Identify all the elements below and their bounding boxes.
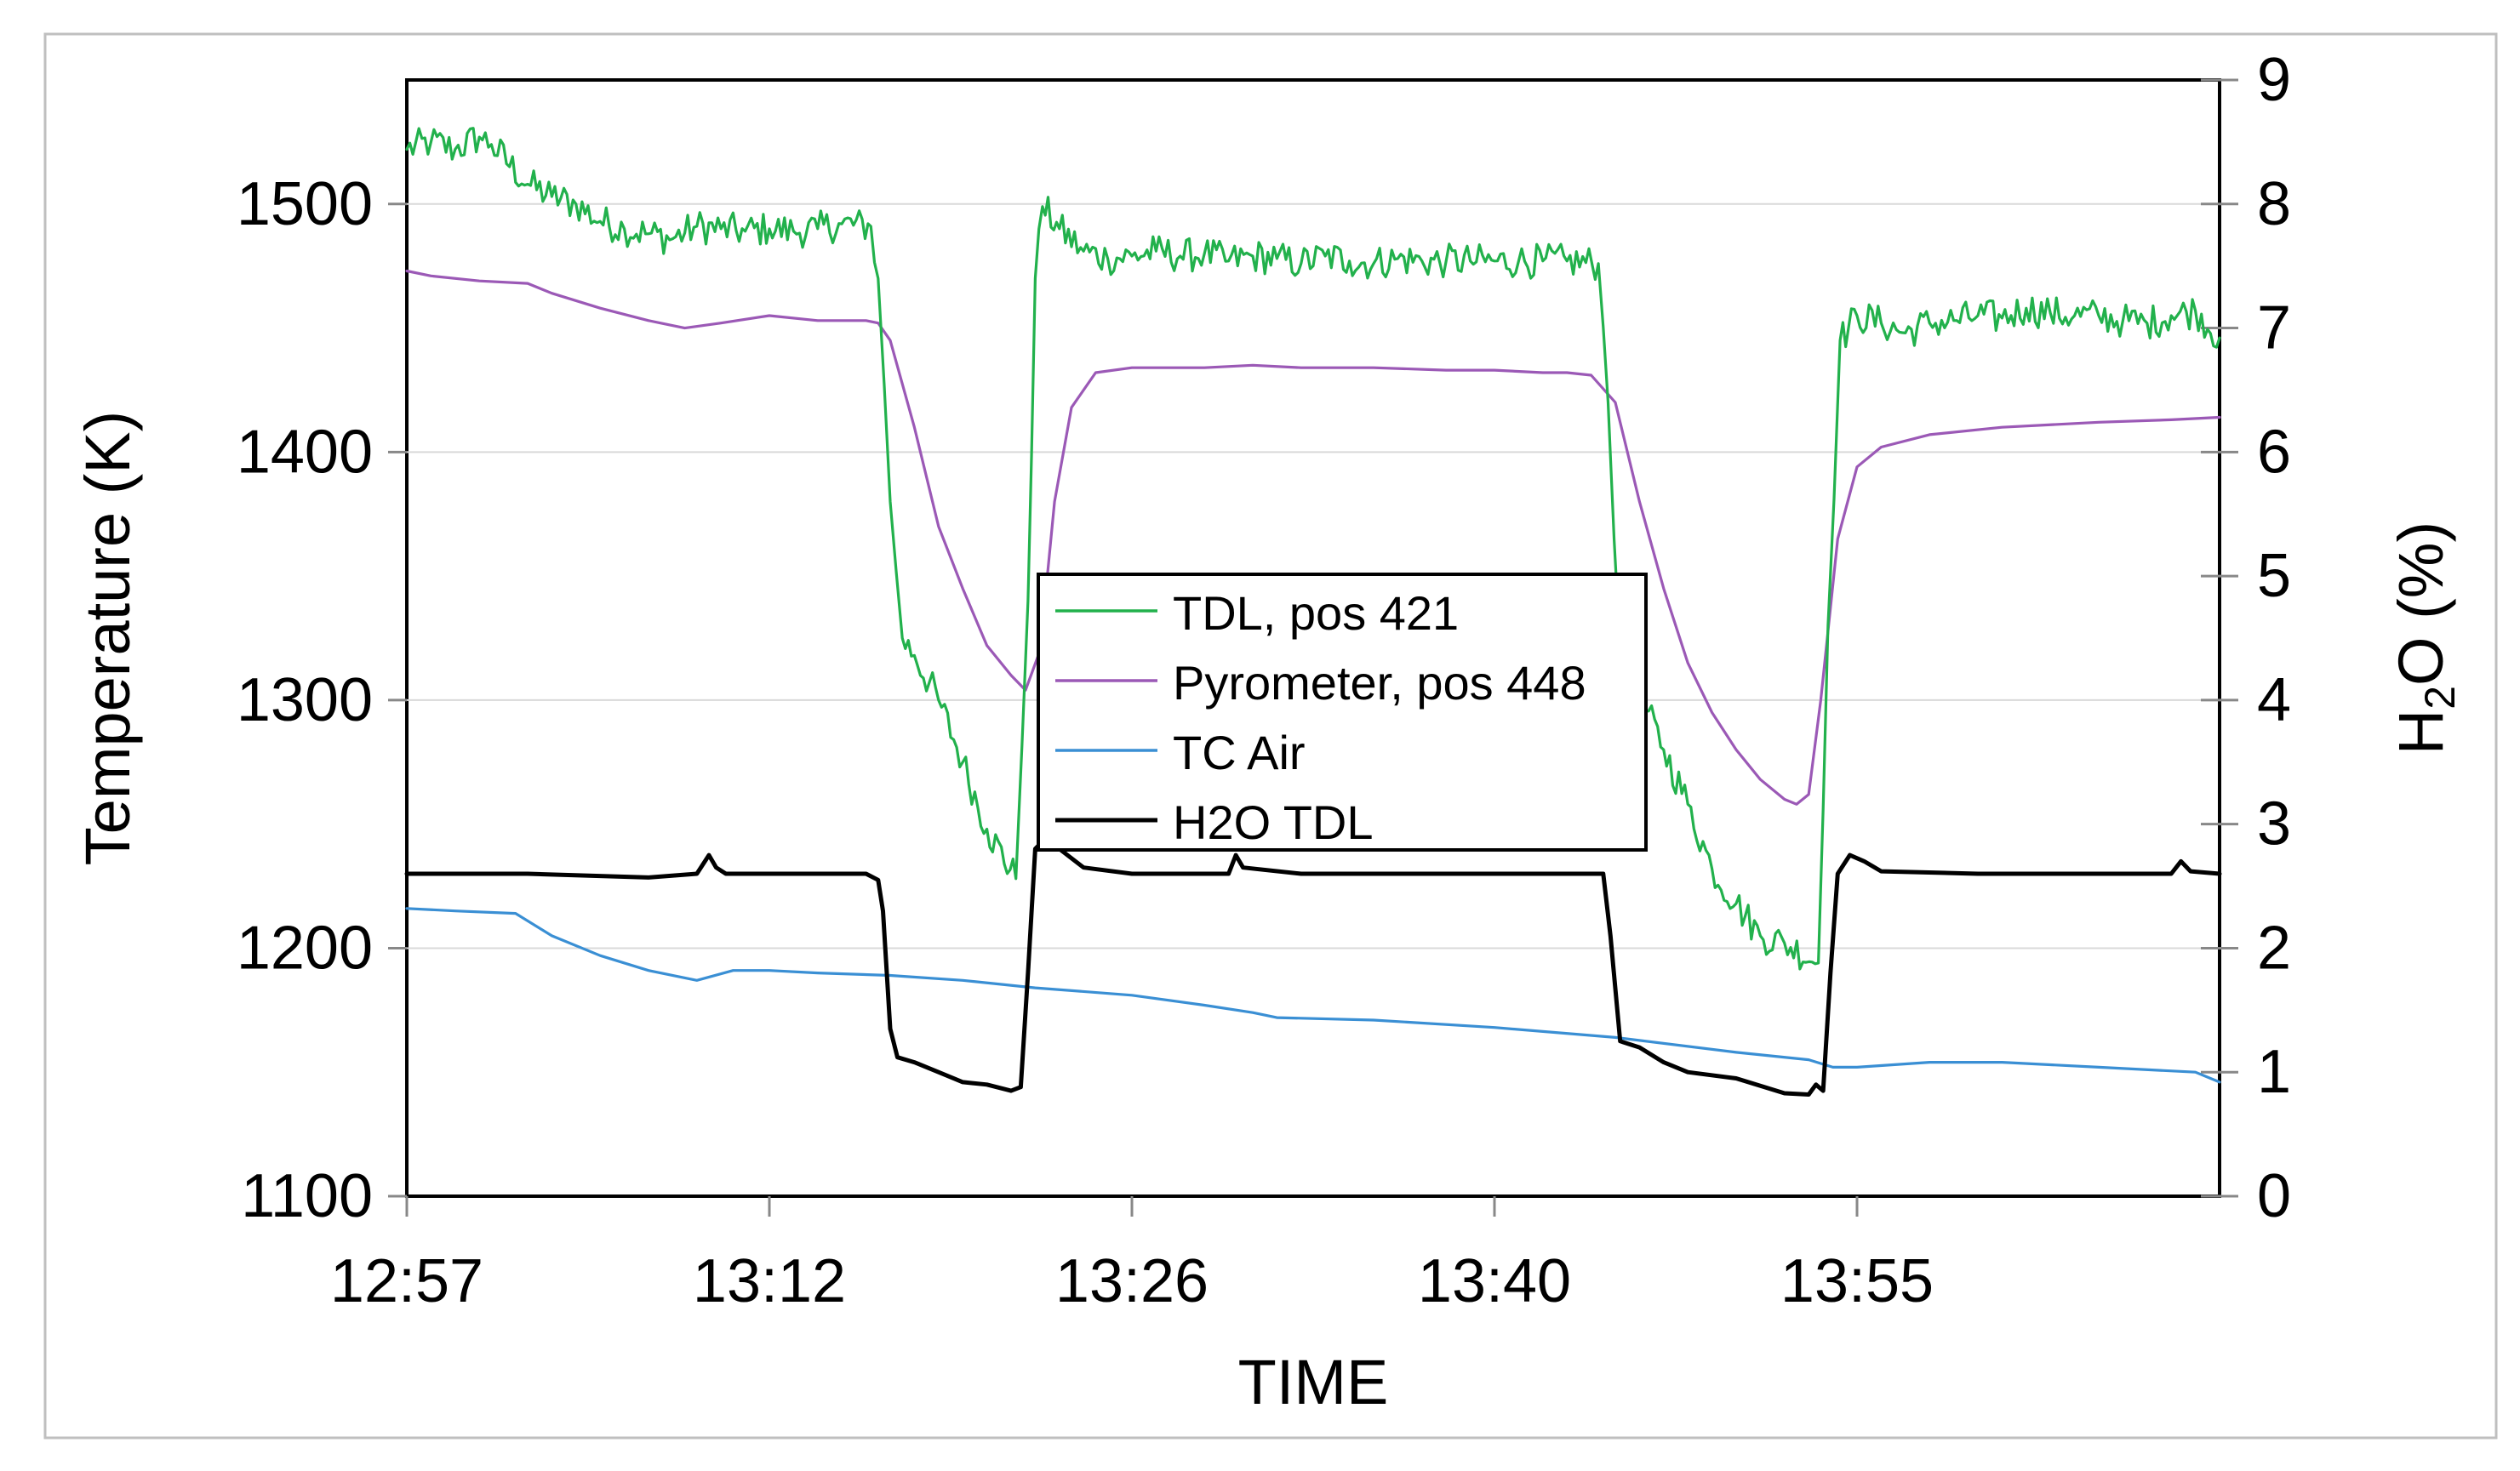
y2-axis-title: H2O (%) bbox=[2386, 522, 2464, 755]
y2-tick-label: 3 bbox=[2257, 790, 2291, 858]
y2-tick-label: 4 bbox=[2257, 666, 2291, 734]
x-tick-label: 13:12 bbox=[693, 1247, 846, 1315]
series-line-h2o-tdl bbox=[404, 834, 2222, 1097]
y-tick-label: 1500 bbox=[237, 170, 373, 238]
legend-label: TDL, pos 421 bbox=[1173, 586, 1459, 640]
series-line-pyrometer-pos-448 bbox=[405, 269, 2221, 806]
y2-tick-label: 2 bbox=[2257, 914, 2291, 982]
series-layer bbox=[404, 127, 2222, 1097]
x-tick-label: 12:57 bbox=[330, 1247, 483, 1315]
series-line-tdl-pos-421 bbox=[405, 127, 2221, 971]
y2-tick-label: 1 bbox=[2257, 1038, 2291, 1106]
y2-axis-title-rest: O (%) bbox=[2386, 522, 2456, 686]
y2-axis-title-h: H bbox=[2386, 710, 2456, 755]
series-line-tc-air bbox=[405, 907, 2221, 1084]
y2-tick-label: 8 bbox=[2257, 170, 2291, 238]
x-axis-ticks: 12:57 13:12 13:26 13:40 13:55 bbox=[330, 1196, 1934, 1315]
y-tick-label: 1300 bbox=[237, 666, 373, 734]
y-axis-title: Temperature (K) bbox=[72, 411, 143, 866]
x-tick-label: 13:40 bbox=[1418, 1247, 1571, 1315]
legend-box bbox=[1037, 573, 1648, 852]
x-tick-label: 13:26 bbox=[1055, 1247, 1209, 1315]
legend-label: H2O TDL bbox=[1173, 795, 1373, 849]
y-tick-label: 1100 bbox=[241, 1162, 373, 1230]
y2-tick-label: 7 bbox=[2257, 294, 2291, 362]
legend-label: TC Air bbox=[1173, 726, 1306, 779]
y2-tick-label: 5 bbox=[2257, 542, 2291, 610]
y2-tick-label: 6 bbox=[2257, 418, 2291, 486]
y2-tick-label: 9 bbox=[2257, 46, 2291, 114]
x-tick-label: 13:55 bbox=[1780, 1247, 1934, 1315]
legend: TDL, pos 421 Pyrometer, pos 448 TC Air H2O … bbox=[1037, 573, 1648, 852]
y2-axis-title-subscript: 2 bbox=[2416, 686, 2464, 710]
legend-label: Pyrometer, pos 448 bbox=[1173, 656, 1586, 710]
x-axis-title: TIME bbox=[1238, 1347, 1389, 1417]
right-axis-ticks: 0 1 2 3 4 5 6 7 8 9 bbox=[2201, 46, 2291, 1230]
left-axis-ticks: 1100 1200 1300 1400 1500 bbox=[237, 170, 407, 1230]
y2-tick-label: 0 bbox=[2257, 1162, 2291, 1230]
y-tick-label: 1200 bbox=[237, 914, 373, 982]
y-tick-label: 1400 bbox=[237, 418, 373, 486]
